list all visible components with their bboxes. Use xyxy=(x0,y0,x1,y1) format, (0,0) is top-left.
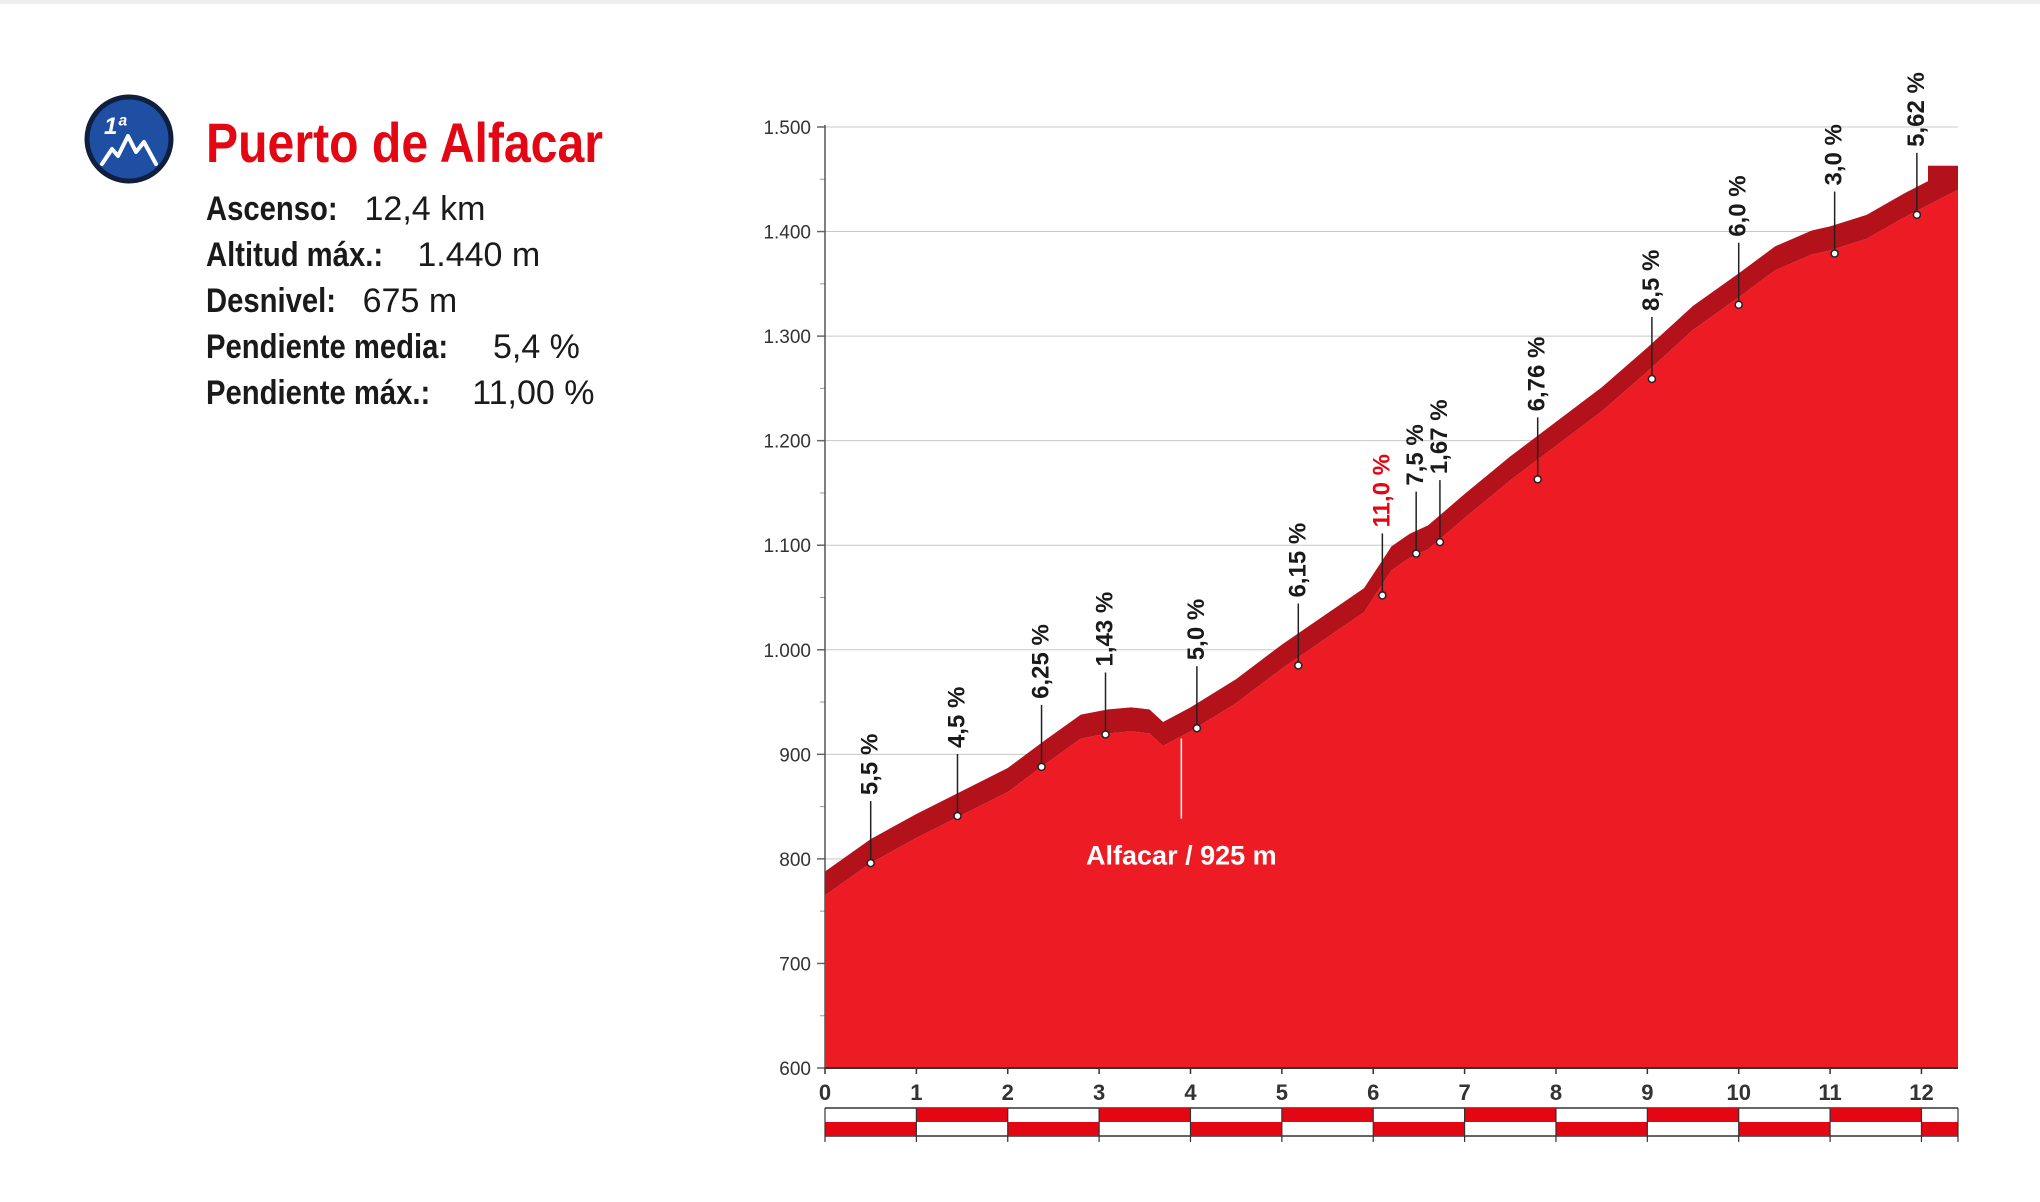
x-tick-label: 5 xyxy=(1276,1080,1288,1105)
stat-value: 1.440 m xyxy=(417,236,541,274)
km-segment xyxy=(1373,1122,1465,1136)
slope-label: 4,5 % xyxy=(943,687,970,748)
slope-label: 11,0 % xyxy=(1368,454,1395,527)
profile-area xyxy=(825,189,1958,1068)
x-tick-label: 7 xyxy=(1458,1080,1470,1105)
slope-marker xyxy=(1101,730,1110,739)
x-tick-label: 1 xyxy=(910,1080,922,1105)
slope-label: 3,0 % xyxy=(1821,124,1848,185)
slope-label: 5,5 % xyxy=(857,734,884,795)
top-rule xyxy=(0,0,2040,4)
stat-label: Altitud máx.: xyxy=(206,236,384,274)
slope-label: 5,0 % xyxy=(1183,599,1210,660)
y-tick-label: 1.500 xyxy=(763,118,811,139)
slope-label: 7,5 % xyxy=(1402,424,1429,485)
climb-stats: Ascenso: 12,4 km Altitud máx.: 1.440 m D… xyxy=(206,186,594,416)
category-badge: 1ª xyxy=(84,94,174,184)
km-segment xyxy=(916,1108,1008,1122)
slope-marker xyxy=(1912,210,1922,220)
stat-label: Ascenso: xyxy=(206,190,338,228)
y-tick-label: 900 xyxy=(779,745,811,766)
y-tick-label: 600 xyxy=(779,1059,811,1080)
slope-marker xyxy=(1411,549,1421,558)
km-segment xyxy=(1190,1122,1282,1136)
slope-marker xyxy=(866,858,875,868)
slope-marker xyxy=(1037,762,1046,772)
stat-row-pendiente-media: Pendiente media: 5,4 % xyxy=(206,324,594,370)
slope-label: 1,43 % xyxy=(1092,592,1119,667)
stat-label: Pendiente media: xyxy=(206,328,449,366)
stat-value: 12,4 km xyxy=(364,190,486,228)
y-tick-label: 1.400 xyxy=(763,223,811,244)
stat-row-altitud-max: Altitud máx.: 1.440 m xyxy=(206,232,594,278)
slope-marker xyxy=(1435,537,1445,547)
profile-relief-band xyxy=(825,165,1958,896)
km-segment xyxy=(1281,1108,1374,1122)
x-tick-label: 10 xyxy=(1726,1080,1750,1105)
slope-marker xyxy=(1192,723,1202,733)
slope-marker xyxy=(1294,661,1303,670)
x-tick-label: 3 xyxy=(1093,1080,1105,1105)
stat-label: Desnivel: xyxy=(206,282,337,320)
x-tick-label: 6 xyxy=(1367,1080,1379,1105)
km-segment xyxy=(825,1122,917,1136)
town-label: Alfacar / 925 m xyxy=(1086,841,1277,871)
stat-value: 11,00 % xyxy=(472,374,595,412)
km-segment xyxy=(1007,1122,1100,1136)
mountain-icon xyxy=(100,134,158,166)
y-tick-label: 800 xyxy=(779,850,811,871)
slope-marker xyxy=(953,811,962,821)
x-tick-label: 2 xyxy=(1002,1080,1014,1105)
km-segment xyxy=(1738,1122,1831,1136)
x-tick-label: 11 xyxy=(1818,1080,1841,1105)
stat-row-ascenso: Ascenso: 12,4 km xyxy=(206,186,594,232)
badge-category-text: 1ª xyxy=(104,113,127,140)
km-segment xyxy=(1921,1122,1958,1136)
km-segment xyxy=(1464,1108,1556,1122)
slope-marker xyxy=(1830,249,1839,258)
climb-title: Puerto de Alfacar xyxy=(206,111,603,174)
y-tick-label: 1.200 xyxy=(763,432,811,453)
x-tick-label: 8 xyxy=(1550,1080,1562,1105)
x-tick-label: 0 xyxy=(819,1080,831,1105)
x-tick-label: 9 xyxy=(1641,1080,1653,1105)
km-segment xyxy=(1830,1108,1922,1122)
y-tick-label: 1.000 xyxy=(763,641,811,662)
slope-marker xyxy=(1378,591,1387,600)
km-segment xyxy=(1647,1108,1739,1122)
stat-value: 5,4 % xyxy=(492,328,580,366)
summit-plateau xyxy=(1928,165,1958,190)
slope-label: 6,15 % xyxy=(1284,523,1311,598)
slope-label: 6,0 % xyxy=(1725,175,1752,236)
slope-label: 1,67 % xyxy=(1426,399,1453,474)
x-tick-label: 12 xyxy=(1909,1080,1933,1105)
x-tick-label: 4 xyxy=(1184,1080,1197,1105)
km-segment xyxy=(1099,1108,1191,1122)
stat-value: 675 m xyxy=(362,282,458,320)
slope-label: 5,62 % xyxy=(1903,72,1930,147)
slope-label: 6,76 % xyxy=(1524,337,1551,412)
slope-marker xyxy=(1647,374,1657,384)
slope-label: 8,5 % xyxy=(1638,250,1665,311)
stat-label: Pendiente máx.: xyxy=(206,374,431,412)
stat-row-pendiente-max: Pendiente máx.: 11,00 % xyxy=(206,370,594,416)
y-tick-label: 1.100 xyxy=(763,536,811,557)
y-tick-label: 1.300 xyxy=(763,327,811,348)
km-segment xyxy=(1555,1122,1648,1136)
slope-label: 6,25 % xyxy=(1028,624,1055,699)
stat-row-desnivel: Desnivel: 675 m xyxy=(206,278,594,324)
slope-marker xyxy=(1734,300,1743,309)
y-tick-label: 700 xyxy=(779,954,811,975)
slope-marker xyxy=(1533,475,1542,484)
